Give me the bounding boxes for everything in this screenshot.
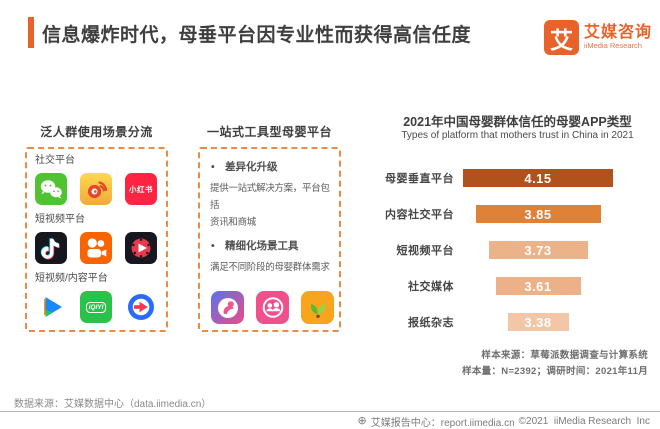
qinbaobao-app-icon bbox=[301, 291, 334, 324]
copyright-text: ©2021 iiMedia Research Inc bbox=[518, 416, 650, 427]
social-icons-row: 小红书 bbox=[35, 173, 160, 205]
data-source-note: 数据来源：艾媒数据中心（data.iimedia.cn） bbox=[14, 399, 212, 410]
footer-report-info: ⊕ 艾媒报告中心：report.iimedia.cn ©2021 iiMedia… bbox=[358, 414, 650, 429]
bar-label: 母婴垂直平台 bbox=[385, 173, 454, 185]
bar-label: 报纸杂志 bbox=[408, 317, 454, 329]
logo-name-en: iiMedia Research bbox=[584, 40, 642, 50]
title-accent-bar bbox=[28, 17, 34, 48]
bar-label: 短视频平台 bbox=[396, 245, 454, 257]
content-icons-row: iQIYI bbox=[35, 291, 160, 323]
bullet-heading-1: • 差异化升级 bbox=[209, 161, 331, 173]
chart-row: 报纸杂志 3.38 bbox=[382, 313, 618, 331]
sample-size-note: 样本量：N=2392；调研时间：2021年11月 bbox=[462, 366, 648, 377]
bar-chart: 母婴垂直平台 4.15 内容社交平台 3.85 短视频平台 3.73 社交媒体 … bbox=[382, 169, 618, 349]
bullet-icon: • bbox=[211, 240, 215, 252]
bar-short-video: 3.73 bbox=[488, 241, 588, 259]
chart-row: 短视频平台 3.73 bbox=[382, 241, 618, 259]
bar-value: 3.85 bbox=[524, 206, 552, 222]
chart-title: 2021年中国母婴群体信任的母婴APP类型 bbox=[403, 115, 632, 129]
report-center-text: 艾媒报告中心：report.iimedia.cn bbox=[370, 418, 515, 429]
chart-row: 母婴垂直平台 4.15 bbox=[382, 169, 618, 187]
iimedia-logo-icon: 艾 bbox=[544, 20, 579, 55]
middle-panel-box: • 差异化升级 提供一站式解决方案，平台包括 资讯和商城 • 精细化场景工具 满… bbox=[198, 147, 341, 332]
sample-source-note: 样本来源：草莓派数据调查与计算系统 bbox=[481, 350, 648, 361]
middle-panel-title: 一站式工具型母婴平台 bbox=[206, 125, 332, 139]
bullet-icon: • bbox=[211, 161, 215, 173]
iimedia-logo: 艾 艾媒咨询 iiMedia Research bbox=[544, 20, 652, 55]
bullet-heading-2: • 精细化场景工具 bbox=[209, 240, 331, 252]
bar-value: 3.61 bbox=[524, 278, 552, 294]
tencent-video-icon bbox=[35, 291, 67, 323]
wechat-icon bbox=[35, 173, 67, 205]
bar-label: 社交媒体 bbox=[408, 281, 454, 293]
left-panel-title: 泛人群使用场景分流 bbox=[40, 125, 153, 139]
chart-row: 内容社交平台 3.85 bbox=[382, 205, 618, 223]
babytree-app-icon bbox=[211, 291, 244, 324]
kuaishou-icon bbox=[80, 232, 112, 264]
iqiyi-wordmark: iQIYI bbox=[85, 301, 107, 313]
globe-icon: ⊕ bbox=[357, 415, 367, 427]
left-panel-box: 社交平台 bbox=[25, 147, 168, 332]
xiaohongshu-icon: 小红书 bbox=[125, 173, 157, 205]
bullet-heading-1-text: 差异化升级 bbox=[225, 161, 278, 173]
footer-divider bbox=[0, 411, 660, 412]
chart-subtitle: Types of platform that mothers trust in … bbox=[401, 130, 634, 141]
logo-name-cn: 艾媒咨询 bbox=[584, 24, 653, 42]
bar-newspaper: 3.38 bbox=[507, 313, 569, 331]
xiaohongshu-wordmark: 小红书 bbox=[129, 184, 153, 194]
bar-value: 3.38 bbox=[524, 314, 552, 330]
page-title: 信息爆炸时代，母垂平台因专业性而获得高信任度 bbox=[42, 25, 472, 46]
bar-vertical-platform: 4.15 bbox=[463, 169, 613, 187]
shortvideo-icons-row bbox=[35, 232, 160, 264]
bar-content-social: 3.85 bbox=[475, 205, 601, 223]
bar-label: 内容社交平台 bbox=[385, 209, 454, 221]
group-label-shortvideo: 短视频平台 bbox=[35, 214, 85, 225]
group-label-social: 社交平台 bbox=[35, 155, 75, 166]
bar-value: 3.73 bbox=[524, 242, 552, 258]
weibo-icon bbox=[80, 173, 112, 205]
bullet-body-2: 满足不同阶段的母婴群体需求 bbox=[210, 262, 330, 273]
haokan-video-icon bbox=[125, 291, 157, 323]
maternal-app-icons-row bbox=[209, 291, 334, 324]
bullet-heading-2-text: 精细化场景工具 bbox=[225, 240, 299, 252]
bullet-body-1: 提供一站式解决方案，平台包括 资讯和商城 bbox=[210, 183, 330, 228]
bar-value: 4.15 bbox=[524, 170, 552, 186]
video-reel-icon bbox=[125, 232, 157, 264]
douyin-icon bbox=[35, 232, 67, 264]
iqiyi-icon: iQIYI bbox=[80, 291, 112, 323]
chart-row: 社交媒体 3.61 bbox=[382, 277, 618, 295]
bar-social-media: 3.61 bbox=[495, 277, 581, 295]
mama-community-app-icon bbox=[256, 291, 289, 324]
group-label-content: 短视频/内容平台 bbox=[35, 273, 108, 284]
